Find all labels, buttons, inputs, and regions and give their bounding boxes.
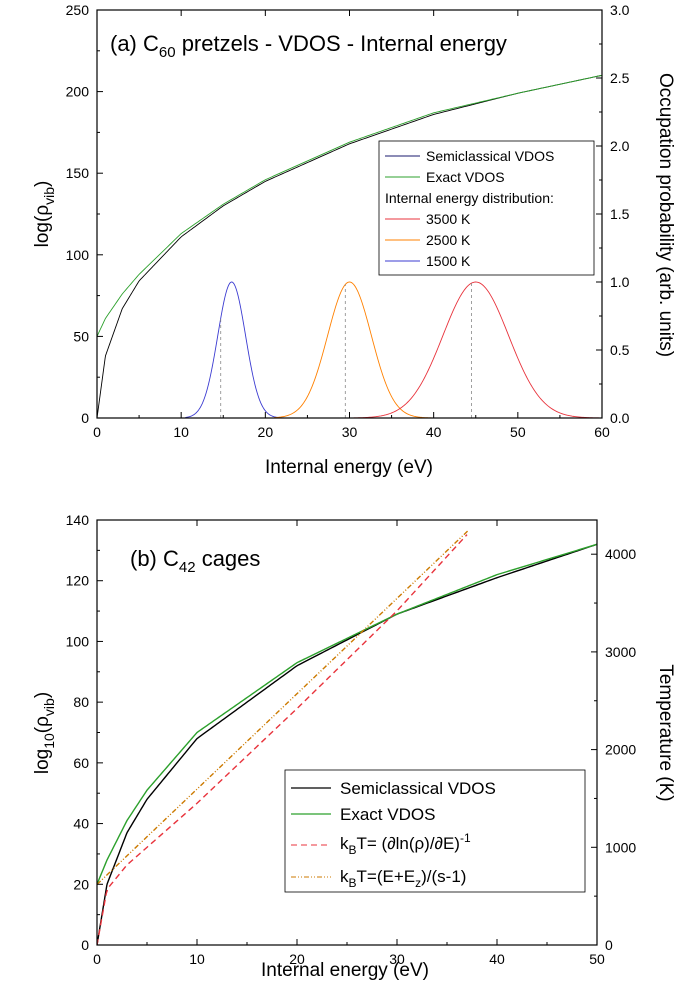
chart-b-x-tick-label: 0: [93, 951, 101, 967]
chart-b-x-tick-label: 20: [289, 951, 305, 967]
chart-a-y-tick-label: 100: [66, 247, 90, 263]
legend-a-heading: Internal energy distribution:: [385, 190, 554, 206]
chart-a-x-tick-label: 0: [93, 424, 101, 440]
chart-b-x-tick-label: 10: [189, 951, 205, 967]
chart-a-x-tick-label: 50: [510, 424, 526, 440]
chart-a-y-right-tick-label: 3.0: [610, 2, 630, 18]
chart-a-x-tick-label: 40: [426, 424, 442, 440]
legend-a-label-2: 3500 K: [426, 211, 471, 227]
chart-a-y-right-tick-label: 1.5: [610, 206, 630, 222]
chart-a-legend-box: [378, 140, 595, 276]
chart-b-series-semiclassical-vdos: [97, 543, 597, 945]
chart-b-y-right-tick-label: 3000: [605, 644, 636, 660]
legend-a-label-0: Semiclassical VDOS: [426, 148, 554, 164]
chart-b-y-right-label: Temperature (K): [655, 664, 676, 801]
legend-b-label-1: Exact VDOS: [340, 805, 435, 824]
chart-b-y-tick-label: 60: [73, 755, 89, 771]
chart-b-y-right-tick-label: 0: [605, 937, 613, 953]
chart-b-plot-area: [97, 529, 597, 945]
chart-b-y-tick-label: 80: [73, 694, 89, 710]
chart-a-x-tick-label: 30: [342, 424, 358, 440]
chart-a-series-1500-k: [185, 281, 287, 418]
chart-b-series-kbt-ln-e-1: [97, 534, 468, 945]
chart-b-title: (b) C42 cages: [130, 546, 260, 576]
chart-a-y-right-tick-label: 1.0: [610, 274, 630, 290]
legend-a-label-4: 1500 K: [426, 253, 471, 269]
chart-a-x-tick-label: 20: [258, 424, 274, 440]
chart-a-y-right-tick-label: 2.0: [610, 138, 630, 154]
chart-b-y-right-tick-label: 4000: [605, 546, 636, 562]
legend-b-label-0: Semiclassical VDOS: [340, 779, 496, 798]
chart-b-y-tick-label: 40: [73, 816, 89, 832]
chart-b-y-tick-label: 140: [66, 512, 90, 528]
chart-b-x-tick-label: 40: [489, 951, 505, 967]
chart-a-y-label: log(ρvib): [32, 181, 57, 248]
chart-a-x-tick-label: 60: [594, 424, 610, 440]
chart-b-series-kbt-e-ez-s-1: [97, 529, 470, 885]
chart-b-y-right-tick-label: 2000: [605, 742, 636, 758]
chart-a-title: (a) C60 pretzels - VDOS - Internal energ…: [110, 31, 507, 61]
chart-a: 0 10 20 30 40 50 60 0 50 100 150 200 250 0.0 0.5 1.0 1.5…: [32, 2, 676, 478]
chart-b-x-label: Internal energy (eV): [261, 960, 429, 981]
chart-a-series-semiclassical-vdos: [97, 74, 602, 418]
chart-a-series-exact-vdos: [97, 74, 602, 337]
chart-a-y-tick-label: 50: [73, 328, 89, 344]
chart-a-legend: Semiclassical VDOS Exact VDOS Internal e…: [378, 140, 595, 276]
chart-b-x-tick-label: 50: [589, 951, 605, 967]
chart-a-y-right-tick-label: 0.0: [610, 410, 630, 426]
legend-b-label-2: kBT= (∂ln(ρ)/∂E)-1: [340, 831, 471, 857]
chart-b-y-right-tick-label: 1000: [605, 839, 636, 855]
chart-a-y-right-tick-label: 2.5: [610, 70, 630, 86]
chart-a-y-tick-label: 150: [66, 165, 90, 181]
chart-b-x-tick-label: 30: [389, 951, 405, 967]
chart-b-ticks: 0 10 20 30 40 5002040608010012014001000200030…: [66, 512, 637, 967]
chart-b-y-tick-label: 20: [73, 876, 89, 892]
chart-a-y-tick-label: 200: [66, 84, 90, 100]
chart-a-x-label: Internal energy (eV): [265, 457, 433, 478]
chart-b-y-label: log10(ρvib): [32, 692, 57, 774]
chart-b-series-exact-vdos: [97, 543, 597, 885]
chart-b-y-tick-label: 100: [66, 633, 90, 649]
chart-a-y-right-label: Occupation probability (arb. units): [655, 73, 676, 357]
legend-a-label-1: Exact VDOS: [426, 169, 505, 185]
chart-a-ticks: 0 10 20 30 40 50 60 0 50 100 150 200 250 0.0 0.5 1.0 1.5…: [66, 2, 630, 440]
chart-a-series-2500-k: [273, 281, 451, 418]
legend-b-label-3: kBT=(E+Ez)/(s-1): [340, 867, 466, 890]
chart-a-y-tick-label: 0: [81, 410, 89, 426]
chart-a-y-right-tick-label: 0.5: [610, 342, 630, 358]
chart-b: 0 10 20 30 40 5002040608010012014001000200030…: [32, 512, 676, 981]
chart-b-legend-box: [284, 769, 586, 893]
chart-b-legend: Semiclassical VDOS Exact VDOS kBT= (∂ln(…: [284, 769, 586, 893]
chart-a-y-tick-label: 250: [66, 2, 90, 18]
legend-a-label-3: 2500 K: [426, 232, 471, 248]
chart-a-series-3500-k: [353, 281, 602, 418]
chart-b-y-tick-label: 0: [81, 937, 89, 953]
chart-b-y-tick-label: 120: [66, 573, 90, 589]
chart-a-plot-area: [97, 74, 602, 418]
chart-a-x-tick-label: 10: [173, 424, 189, 440]
